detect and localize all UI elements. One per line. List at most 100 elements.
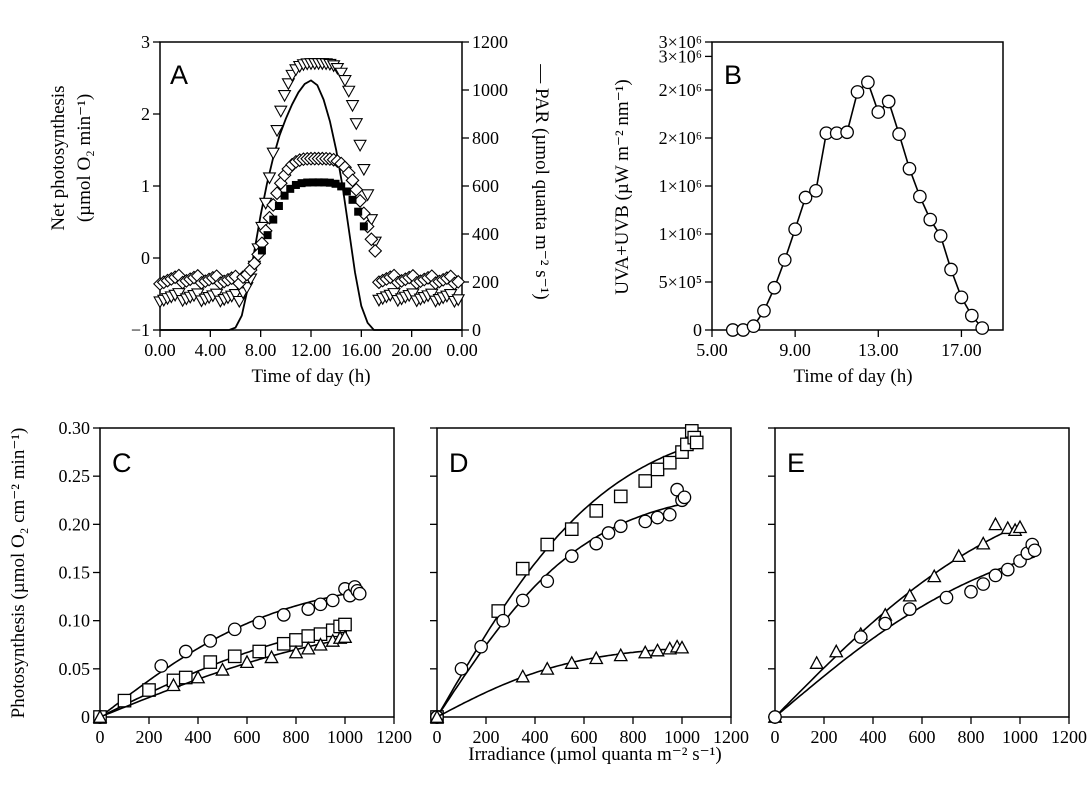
panel-b-point: [945, 263, 957, 275]
data-point: [590, 537, 602, 549]
data-point: [204, 656, 216, 668]
y-tick-label: 2×10⁶: [659, 128, 702, 148]
panel-b-point: [976, 322, 988, 334]
y2-tick-label: 1000: [472, 80, 508, 100]
data-point: [339, 618, 351, 630]
panel-a-point-s0: [339, 76, 351, 87]
y-tick-label: 0: [81, 707, 90, 727]
y-tick-label: 3×10⁶: [659, 32, 702, 52]
panel-b-point: [914, 190, 926, 202]
data-point: [664, 456, 676, 468]
y-tick-label: 0.25: [59, 466, 91, 486]
data-point: [327, 594, 339, 606]
panel-a-point-s0: [347, 101, 359, 112]
data-point: [566, 523, 578, 535]
data-point: [229, 623, 241, 635]
data-point: [651, 511, 663, 523]
panel-b-point: [779, 254, 791, 266]
data-point: [566, 550, 578, 562]
x-tick-label: 13.00: [858, 340, 899, 360]
y-tick-label: 2: [141, 104, 150, 124]
y-tick-label: 2×10⁶: [659, 80, 702, 100]
x-tick-label: 200: [136, 727, 163, 747]
y2-tick-label: 0: [472, 320, 481, 340]
data-point: [278, 638, 290, 650]
fit-curve: [437, 648, 682, 717]
y2-tick-label: 200: [472, 272, 499, 292]
fit-curve: [437, 504, 685, 717]
y2-tick-label: 800: [472, 128, 499, 148]
panel-a-point-s0: [267, 148, 279, 159]
panel-a-xlabel: Time of day (h): [251, 366, 370, 387]
panel-b-point: [882, 95, 894, 107]
panel-a-point-s2: [360, 222, 368, 230]
panel-a-point-s2: [354, 208, 362, 216]
y-tick-label: 1: [141, 176, 150, 196]
panel-b-point: [903, 163, 915, 175]
panel-b-point: [924, 213, 936, 225]
x-tick-label: 0.00: [144, 340, 176, 360]
data-point: [143, 684, 155, 696]
x-tick-label: 9.00: [779, 340, 811, 360]
x-tick-label: 8.00: [245, 340, 277, 360]
plot-frame: [437, 428, 731, 717]
x-tick-label: 600: [909, 727, 936, 747]
panel-a: A0.00 4.00 8.00 12.00 16.00 20.00 0.00−1012302…: [131, 32, 508, 360]
x-tick-label: 0: [96, 727, 105, 747]
data-point: [1029, 544, 1041, 556]
panel-b-point: [841, 126, 853, 138]
data-point: [278, 609, 290, 621]
x-tick-label: 800: [958, 727, 985, 747]
x-tick-label: 200: [811, 727, 838, 747]
data-point: [354, 587, 366, 599]
data-point: [314, 598, 326, 610]
y-tick-label: 3: [141, 32, 150, 52]
panel-a-point-s0: [358, 165, 370, 176]
data-point: [615, 520, 627, 532]
panel-letter: E: [787, 448, 805, 478]
data-point: [475, 640, 487, 652]
data-point: [940, 591, 952, 603]
panel-a-point-s1: [369, 245, 381, 257]
data-point: [180, 645, 192, 657]
panel-b-xlabel: Time of day (h): [793, 366, 912, 387]
y-tick-label: 0.10: [59, 611, 91, 631]
panel-b-point: [862, 76, 874, 88]
data-point: [904, 603, 916, 615]
data-point: [977, 537, 989, 548]
data-point: [879, 617, 891, 629]
x-tick-label: 800: [283, 727, 310, 747]
data-point: [204, 635, 216, 647]
data-point: [602, 527, 614, 539]
data-point: [989, 518, 1001, 529]
panel-a-ylabel-line2: (µmol O₂ min⁻¹): [74, 94, 95, 222]
data-point: [253, 616, 265, 628]
panel-b-point: [955, 291, 967, 303]
y-tick-label: 0: [693, 320, 702, 340]
data-point: [664, 509, 676, 521]
data-point: [810, 657, 822, 668]
data-point: [615, 490, 627, 502]
x-tick-label: 600: [234, 727, 261, 747]
x-tick-label: 400: [860, 727, 887, 747]
x-tick-label: 0: [771, 727, 780, 747]
panel-a-point-s2: [343, 187, 351, 195]
x-tick-label: 16.00: [341, 340, 382, 360]
panel-a-point-s2: [269, 216, 277, 224]
panel-b: B5.00 9.00 13.00 17.0005×10⁵1×10⁶1×10⁶2×10⁶…: [659, 32, 1003, 360]
panel-a-point-s2: [258, 246, 266, 254]
x-tick-label: 1200: [1051, 727, 1087, 747]
y-tick-label: 0.30: [59, 418, 91, 438]
panel-letter: A: [170, 60, 188, 90]
y-tick-label: −1: [131, 320, 150, 340]
panel-b-point: [768, 282, 780, 294]
panel-a-point-s2: [275, 202, 283, 210]
data-point: [290, 634, 302, 646]
panel-a-point-s2: [349, 196, 357, 204]
panel-a-point-s2: [281, 192, 289, 200]
panel-a-point-s0: [343, 86, 355, 97]
y-tick-label: 5×10⁵: [659, 272, 702, 292]
x-tick-label: 0.00: [446, 340, 478, 360]
panel-b-point: [810, 185, 822, 197]
data-point: [253, 645, 265, 657]
